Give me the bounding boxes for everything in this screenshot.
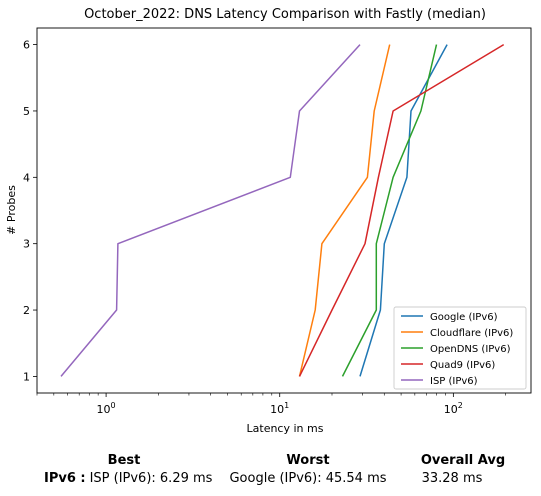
- latency-chart: October_2022: DNS Latency Comparison wit…: [5, 7, 532, 435]
- best-header: Best: [107, 453, 141, 468]
- chart-title: October_2022: DNS Latency Comparison wit…: [84, 7, 486, 22]
- legend: Google (IPv6) Cloudflare (IPv6) OpenDNS (I…: [393, 306, 527, 390]
- plot-frame: [36, 27, 532, 394]
- x-tick-label: 102: [444, 401, 463, 416]
- legend-label: Cloudflare (IPv6): [430, 328, 513, 339]
- x-axis-label: Latency in ms: [247, 422, 324, 435]
- series-line: [298, 43, 505, 377]
- best-value: ISP (IPv6): 6.29 ms: [89, 471, 213, 486]
- worst-value: Google (IPv6): 45.54 ms: [229, 471, 387, 486]
- summary-table: Best Worst Overall Avg IPv6 : ISP (IPv6)…: [0, 448, 541, 496]
- legend-label: Google (IPv6): [430, 312, 498, 323]
- series-line: [298, 44, 391, 377]
- x-tick-label: 100: [97, 401, 116, 416]
- y-tick-label: 1: [23, 370, 30, 383]
- series-lines: [60, 43, 505, 377]
- y-tick-label: 6: [23, 39, 30, 52]
- x-axis-ticks: 100 101 102: [36, 393, 506, 416]
- series-line: [60, 44, 361, 377]
- ipv6-row-label: IPv6 :: [44, 471, 86, 486]
- y-axis-ticks: 1 2 3 4 5 6: [23, 39, 37, 383]
- series-line: [341, 44, 438, 377]
- legend-label: ISP (IPv6): [430, 376, 478, 387]
- legend-label: OpenDNS (IPv6): [430, 344, 511, 355]
- y-tick-label: 4: [23, 171, 30, 184]
- worst-header: Worst: [286, 453, 330, 468]
- overall-avg-header: Overall Avg: [420, 453, 506, 468]
- y-axis-label: # Probes: [5, 185, 18, 235]
- x-tick-label: 101: [270, 401, 289, 416]
- y-tick-label: 2: [23, 304, 30, 317]
- series-line: [359, 44, 448, 377]
- legend-label: Quad9 (IPv6): [430, 360, 495, 371]
- y-tick-label: 3: [23, 238, 30, 251]
- y-tick-label: 5: [23, 105, 30, 118]
- overall-avg-value: 33.28 ms: [421, 471, 483, 486]
- legend-box: [393, 306, 527, 390]
